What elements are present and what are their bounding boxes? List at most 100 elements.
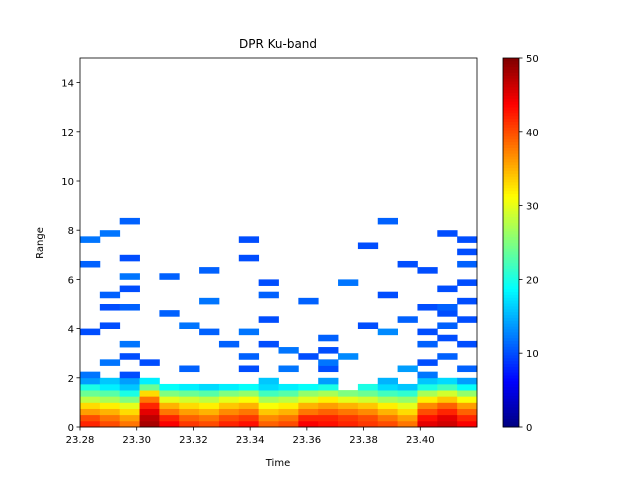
heatmap-cell [258, 377, 279, 385]
colorbar-segment [503, 219, 519, 223]
colorbar-segment [503, 300, 519, 304]
heatmap-cell [437, 420, 458, 428]
heatmap-cell [258, 340, 279, 348]
heatmap-cell [357, 414, 379, 422]
heatmap-cell [159, 420, 180, 428]
colorbar-tick-label: 0 [526, 423, 532, 434]
colorbar-segment [503, 196, 519, 200]
y-tick-label: 12 [61, 128, 74, 139]
heatmap-cell [457, 420, 478, 428]
heatmap-cell [437, 334, 458, 342]
chart-title: DPR Ku-band [239, 37, 317, 51]
heatmap-cell [298, 420, 319, 428]
colorbar-segment [503, 274, 519, 278]
heatmap-cell [437, 390, 458, 397]
heatmap-cell [437, 353, 458, 360]
x-axis-label: Time [265, 458, 290, 469]
heatmap-cell [99, 408, 121, 416]
heatmap-cell [99, 359, 121, 366]
heatmap-cell [457, 365, 478, 373]
colorbar-segment [503, 406, 519, 411]
colorbar-segment [503, 58, 519, 62]
colorbar-segment [503, 366, 519, 370]
heatmap-cell [437, 408, 458, 416]
colorbar-segment [503, 285, 519, 290]
colorbar-segment [503, 409, 519, 414]
heatmap-cell [377, 328, 398, 336]
y-tick-label: 4 [68, 325, 74, 336]
heatmap-cell [457, 383, 478, 391]
colorbar-segment [503, 95, 519, 99]
colorbar-segment [503, 81, 519, 85]
colorbar-segment [503, 92, 519, 96]
heatmap-cell [139, 396, 160, 403]
heatmap-cell [338, 408, 359, 416]
colorbar-segment [503, 320, 519, 324]
heatmap-cell [238, 236, 260, 243]
colorbar-segment [503, 230, 519, 235]
heatmap-cell [99, 377, 121, 385]
colorbar-segment [503, 375, 519, 379]
heatmap-cell [377, 408, 398, 416]
colorbar-segment [503, 265, 519, 269]
y-tick-label: 6 [68, 275, 74, 286]
heatmap-cell [318, 408, 339, 416]
heatmap-cell [377, 383, 398, 391]
heatmap-cell [119, 402, 140, 409]
heatmap-cell [179, 408, 200, 416]
colorbar-segment [503, 401, 519, 405]
colorbar-segment [503, 184, 519, 189]
heatmap-cell [417, 371, 438, 379]
heatmap-cell [218, 414, 240, 422]
heatmap-cell [238, 365, 260, 373]
colorbar-segment [503, 334, 519, 339]
colorbar-segment [503, 233, 519, 238]
heatmap-cell [338, 353, 359, 360]
heatmap-cell [238, 420, 260, 428]
heatmap-cell [397, 420, 418, 428]
heatmap-cell [119, 273, 140, 280]
colorbar-segment [503, 222, 519, 226]
heatmap-cell [457, 316, 478, 323]
colorbar-segment [503, 150, 519, 154]
colorbar-segment [503, 156, 519, 160]
heatmap-cell [159, 408, 180, 416]
heatmap-cell [397, 365, 418, 373]
colorbar-frame [502, 57, 520, 428]
colorbar-segment [503, 331, 519, 336]
colorbar-segment [503, 167, 519, 171]
colorbar-segment [503, 86, 519, 91]
heatmap-cell [377, 402, 398, 409]
heatmap-cell [99, 420, 121, 428]
colorbar-segment [503, 303, 519, 307]
heatmap-cell [258, 316, 279, 323]
heatmap-cell [159, 310, 180, 317]
heatmap-cell [417, 390, 438, 397]
colorbar-segment [503, 360, 519, 365]
colorbar-segment [503, 164, 519, 169]
heatmap-cell [377, 390, 398, 397]
heatmap-cell [417, 359, 438, 366]
colorbar-segment [503, 317, 519, 321]
heatmap-cell [338, 396, 359, 403]
heatmap-cell [238, 383, 260, 391]
colorbar-segment [503, 112, 519, 117]
heatmap-cell [119, 414, 140, 422]
heatmap-cell [417, 377, 438, 385]
colorbar-segment [503, 352, 519, 356]
heatmap-cell [99, 396, 121, 403]
y-tick-label: 0 [68, 423, 74, 434]
colorbar-segment [503, 236, 519, 241]
heatmap-cell [318, 414, 339, 422]
heatmap-cell [417, 340, 438, 348]
heatmap-cell [139, 402, 160, 409]
heatmap-cell [437, 285, 458, 293]
heatmap-cell [179, 390, 200, 397]
heatmap-cell [199, 396, 220, 403]
heatmap-cell [318, 402, 339, 409]
heatmap-cell [99, 390, 121, 397]
heatmap-cell [338, 414, 359, 422]
colorbar-segment [503, 135, 519, 140]
heatmap-cell [99, 304, 121, 311]
